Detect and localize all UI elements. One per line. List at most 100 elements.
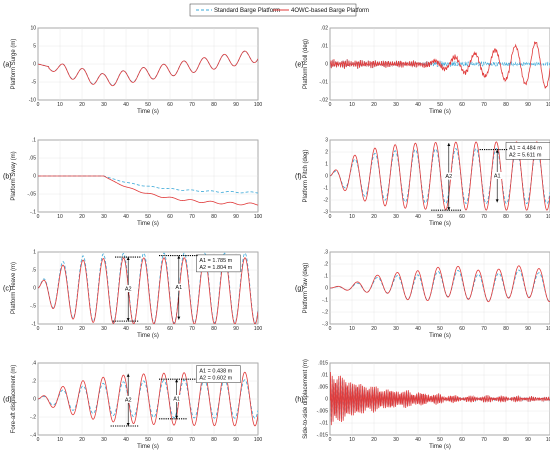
amplitude-box-text: A2 = 0.602 m	[199, 376, 232, 382]
amplitude-box-text: A1 = 0.438 m	[199, 369, 232, 375]
x-tick-label: 100	[546, 326, 550, 332]
x-tick-label: 70	[189, 214, 195, 220]
y-tick-label: 0	[325, 286, 328, 292]
panel-label: (e)	[295, 62, 304, 69]
x-tick-label: 30	[101, 326, 107, 332]
y-tick-label: -.2	[322, 310, 328, 316]
x-axis-label: Time (s)	[137, 444, 159, 450]
y-axis-label: Platform Sway (m)	[11, 151, 17, 200]
x-tick-label: 70	[189, 326, 195, 332]
panel-e: 0 10 20 30 40 50 60 70 80 90 100 .02 .01 0 -.01 -.02 Tim…	[295, 26, 550, 115]
series-line-owc	[38, 175, 258, 206]
y-axis-label: Platform Roll (deg)	[303, 39, 309, 89]
x-tick-label: 30	[393, 102, 399, 108]
x-tick-label: 70	[481, 437, 487, 443]
x-tick-label: 100	[254, 326, 263, 332]
y-tick-label: -5	[32, 80, 37, 86]
arrow-head	[177, 255, 181, 259]
y-tick-label: 10	[30, 26, 36, 32]
x-tick-label: 0	[329, 326, 332, 332]
x-tick-label: 10	[349, 437, 355, 443]
y-tick-label: 0	[325, 62, 328, 68]
x-tick-label: 50	[437, 214, 443, 220]
arrow-head	[447, 207, 451, 211]
y-tick-label: -.4	[30, 433, 36, 439]
x-tick-label: 80	[503, 326, 509, 332]
x-tick-label: 60	[459, 437, 465, 443]
x-axis-label: Time (s)	[137, 221, 159, 227]
y-tick-label: -2	[324, 198, 329, 204]
arrow-label-bg	[123, 395, 134, 403]
x-tick-label: 50	[145, 437, 151, 443]
y-tick-label: 0	[325, 397, 328, 403]
amplitude-box-text: A2 = 1.804 m	[199, 265, 232, 271]
y-axis-label: Platform Surge (m)	[11, 39, 17, 90]
arrow-head	[447, 143, 451, 146]
x-tick-label: 90	[525, 214, 531, 220]
y-tick-label: -.2	[30, 415, 36, 421]
y-tick-label: 5	[33, 44, 36, 50]
series-line-owc	[330, 372, 550, 426]
arrow-label: A2	[445, 174, 452, 180]
y-tick-label: -.3	[322, 322, 328, 328]
arrow-label-bg	[492, 172, 503, 179]
amplitude-box	[196, 254, 241, 273]
x-tick-label: 0	[329, 214, 332, 220]
y-tick-label: -1	[32, 322, 37, 328]
series-line-standard	[330, 59, 550, 69]
x-tick-label: 20	[79, 214, 85, 220]
series-line-owc	[38, 50, 258, 87]
y-tick-label: .3	[324, 250, 328, 256]
arrow-head	[175, 379, 179, 383]
x-tick-label: 50	[145, 102, 151, 108]
x-tick-label: 90	[233, 326, 239, 332]
panel-label: (d)	[3, 397, 12, 404]
amplitude-box-text: A2 = 5.611 m	[509, 152, 542, 158]
y-tick-label: -.05	[27, 192, 36, 198]
panel-b: 0 10 20 30 40 50 60 70 80 90 100 .1 .05 0 -.05 -.1 Time …	[3, 138, 262, 227]
x-tick-label: 30	[393, 326, 399, 332]
y-tick-label: 0	[33, 397, 36, 403]
y-tick-label: .1	[324, 274, 328, 280]
y-tick-label: 0	[33, 62, 36, 68]
panel-g: 0 10 20 30 40 50 60 70 80 90 100 .3 .2 .1 0 -.1 -.2 -.3 Ti…	[295, 250, 550, 339]
x-axis-label: Time (s)	[429, 109, 451, 115]
x-tick-label: 0	[329, 437, 332, 443]
y-tick-label: -10	[29, 98, 36, 104]
arrow-label-bg	[171, 395, 182, 402]
x-tick-label: 60	[459, 326, 465, 332]
x-tick-label: 70	[481, 326, 487, 332]
arrow-head	[175, 415, 179, 419]
x-tick-label: 100	[546, 437, 550, 443]
x-tick-label: 30	[101, 437, 107, 443]
x-tick-label: 80	[211, 326, 217, 332]
x-tick-label: 60	[167, 437, 173, 443]
x-tick-label: 50	[437, 437, 443, 443]
x-tick-label: 40	[123, 437, 129, 443]
x-tick-label: 90	[525, 437, 531, 443]
y-axis-label: Platform Pitch (deg)	[303, 149, 309, 202]
x-tick-label: 40	[123, 102, 129, 108]
arrow-label-bg	[443, 172, 454, 180]
y-axis-label: Fore-aft displacement (m)	[11, 365, 17, 434]
x-tick-label: 90	[233, 102, 239, 108]
y-tick-label: -.1	[322, 298, 328, 304]
series-line-owc	[38, 257, 258, 324]
amplitude-box-text: A1 = 4.484 m	[509, 145, 542, 151]
y-tick-label: 1	[325, 162, 328, 168]
x-tick-label: 90	[525, 102, 531, 108]
x-tick-label: 30	[393, 214, 399, 220]
x-tick-label: 60	[459, 102, 465, 108]
panel-c: 0 10 20 30 40 50 60 70 80 90 100 1 .5 0 -.5 -1 Time (s) P…	[3, 250, 262, 339]
x-tick-label: 90	[525, 326, 531, 332]
x-tick-label: 80	[503, 102, 509, 108]
y-tick-label: -.1	[30, 210, 36, 216]
x-tick-label: 40	[123, 326, 129, 332]
y-tick-label: .01	[321, 44, 328, 50]
y-tick-label: 0	[325, 174, 328, 180]
panel-label: (c)	[3, 286, 11, 293]
arrow-head	[126, 318, 130, 322]
